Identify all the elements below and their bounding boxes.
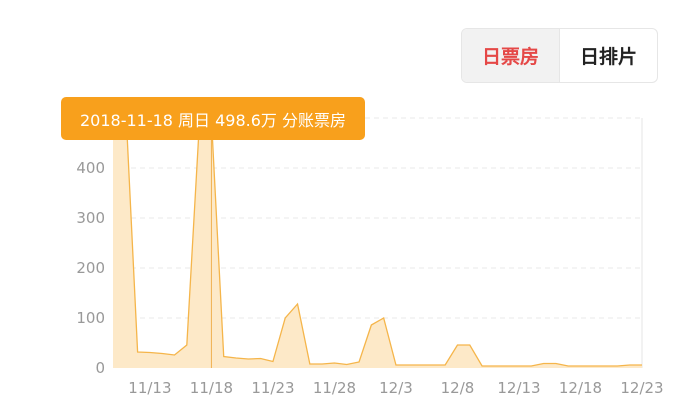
x-tick-label: 12/3 <box>379 379 413 397</box>
tab-daily-schedule[interactable]: 日排片 <box>579 46 637 68</box>
x-tick-label: 11/18 <box>190 379 233 397</box>
tab-daily-box-office[interactable]: 日票房 <box>462 29 560 82</box>
x-tick-label: 11/23 <box>251 379 294 397</box>
y-tick-label: 100 <box>76 309 105 327</box>
x-tick-label: 11/13 <box>128 379 171 397</box>
y-tick-label: 400 <box>76 159 105 177</box>
y-tick-label: 0 <box>95 359 105 377</box>
x-tick-label: 12/13 <box>497 379 540 397</box>
chart-tooltip: 2018-11-18 周日 498.6万 分账票房 <box>61 97 365 140</box>
x-tick-label: 11/28 <box>313 379 356 397</box>
y-tick-label: 300 <box>76 209 105 227</box>
view-toggle: 日票房 日排片 <box>461 28 658 83</box>
x-tick-label: 12/8 <box>441 379 475 397</box>
x-tick-label: 12/18 <box>559 379 602 397</box>
y-tick-label: 200 <box>76 259 105 277</box>
x-tick-label: 12/23 <box>620 379 663 397</box>
